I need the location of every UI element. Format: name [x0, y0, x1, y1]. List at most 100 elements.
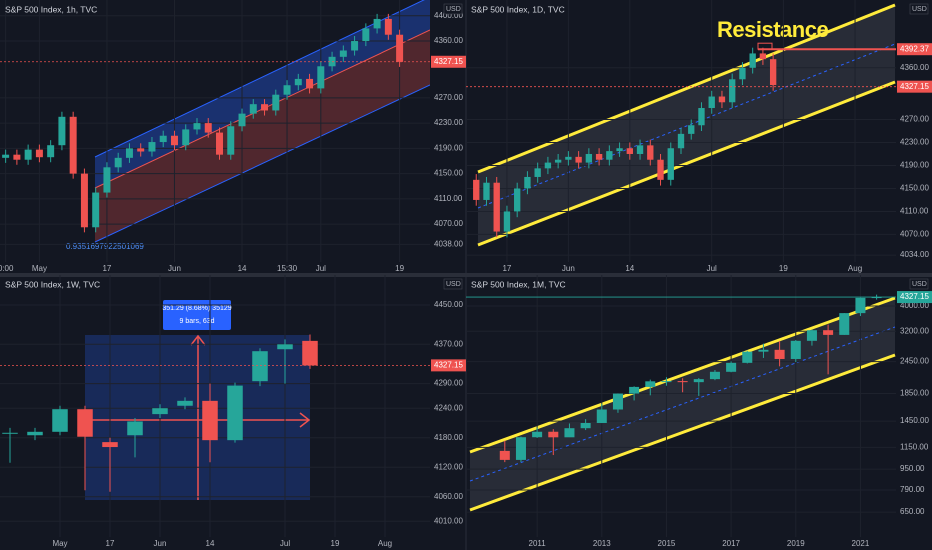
candle-body — [596, 409, 607, 423]
candle — [2, 427, 18, 463]
candle — [693, 378, 704, 396]
candle — [302, 334, 318, 369]
y-tick-label: 4110.00 — [900, 207, 929, 216]
candle — [252, 348, 268, 387]
upper-band — [95, 0, 430, 188]
x-tick-label: 14 — [625, 264, 634, 273]
x-tick-label: 17 — [102, 264, 111, 273]
candle-body — [114, 157, 122, 168]
currency-label: USD — [446, 6, 461, 13]
candle-body — [595, 153, 603, 160]
candle-body — [204, 123, 212, 133]
candle-body — [544, 162, 552, 169]
x-tick-label: 2021 — [852, 539, 870, 548]
candle — [35, 144, 43, 163]
candle-body — [718, 96, 726, 103]
candle — [595, 148, 603, 166]
y-tick-label: 4270.00 — [900, 115, 929, 124]
candle-body — [2, 154, 10, 158]
plot-area — [0, 275, 430, 537]
x-tick-label: 19 — [395, 264, 404, 273]
resistance-annotation: Resistance — [717, 17, 828, 42]
y-tick-label: 1150.00 — [900, 443, 929, 452]
candle — [80, 168, 88, 233]
channel-line — [477, 80, 896, 247]
candle — [202, 383, 218, 463]
resistance-marker — [757, 42, 773, 50]
candle — [749, 47, 756, 74]
candle — [503, 205, 511, 238]
candle-body — [698, 108, 705, 126]
candle-body — [306, 78, 314, 89]
candle — [238, 108, 246, 132]
y-tick-label: 3200.00 — [900, 326, 929, 335]
candle-body — [515, 437, 526, 460]
y-tick-label: 4150.00 — [434, 169, 463, 178]
candle-body — [277, 344, 293, 350]
candle — [514, 182, 521, 218]
candle — [137, 143, 145, 157]
resistance-price-box — [897, 43, 932, 56]
candle-body — [238, 113, 246, 127]
candle-body — [2, 432, 18, 434]
x-tick-label: Jun — [154, 539, 167, 548]
currency-box — [443, 278, 463, 290]
candle — [806, 329, 817, 346]
candle — [339, 45, 347, 62]
candle — [645, 379, 656, 396]
measure-label: 351.29 (8.68%) 35129 — [162, 305, 231, 312]
x-tick-label: Jul — [280, 539, 290, 548]
candle-body — [806, 330, 817, 341]
candle — [227, 121, 235, 160]
candle — [606, 145, 613, 166]
candle-body — [339, 50, 347, 57]
candle-body — [127, 421, 143, 436]
y-tick-label: 4110.00 — [434, 194, 463, 203]
candle — [24, 144, 32, 165]
y-tick-label: 4290.00 — [434, 379, 463, 388]
plot-area — [466, 0, 896, 262]
candle-body — [708, 96, 715, 109]
candle — [580, 419, 591, 431]
candle-body — [249, 104, 257, 114]
candle-body — [177, 400, 193, 406]
candle-body — [52, 409, 68, 432]
candle — [127, 418, 143, 458]
y-tick-label: 4270.00 — [434, 93, 463, 102]
candle-body — [103, 167, 111, 193]
candle-body — [170, 135, 178, 146]
candle — [294, 73, 302, 91]
candle-body — [503, 211, 511, 232]
y-tick-label: 650.00 — [900, 507, 925, 516]
candle-body — [373, 18, 381, 29]
candle-body — [47, 145, 55, 158]
channel-mid — [477, 43, 896, 209]
candle-body — [294, 78, 302, 86]
y-tick-label: 4034.00 — [900, 250, 929, 259]
chart-title: S&P 500 Index, 1W, TVC — [5, 279, 100, 289]
candle-body — [182, 129, 190, 146]
y-tick-label: 1850.00 — [900, 389, 929, 398]
candle-body — [24, 149, 32, 160]
y-tick-label: 4400.00 — [434, 11, 463, 20]
candle — [548, 429, 559, 456]
x-tick-label: Aug — [848, 264, 862, 273]
candle-body — [159, 135, 167, 143]
candle-body — [252, 351, 268, 382]
candle-body — [636, 145, 644, 154]
x-tick-label: 14 — [238, 264, 247, 273]
candle — [544, 156, 552, 175]
candle-body — [790, 340, 801, 359]
x-tick-label: Jun — [562, 264, 575, 273]
candle — [103, 162, 111, 198]
arrow-head — [299, 412, 311, 428]
candle — [473, 174, 480, 206]
candle-body — [554, 159, 562, 163]
candle — [626, 142, 633, 160]
currency-label: USD — [912, 6, 927, 13]
candle — [69, 111, 77, 179]
candle-body — [580, 422, 591, 429]
candle-body — [473, 179, 480, 200]
regression-channel — [94, 0, 430, 243]
